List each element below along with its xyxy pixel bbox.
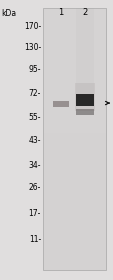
Bar [43,48,105,54]
Text: 72-: 72- [28,89,41,98]
Bar [43,146,105,152]
Bar [43,159,105,165]
Bar [43,8,105,15]
Bar [74,83,94,111]
Bar [43,165,105,172]
Text: 11-: 11- [29,235,41,244]
Bar [43,264,105,270]
Bar [75,94,93,106]
Bar [43,107,105,113]
Bar [43,41,105,48]
Bar [53,101,68,107]
Bar [43,126,105,133]
Bar [43,8,105,270]
Bar [43,179,105,185]
Bar [43,113,105,120]
Bar [43,22,105,28]
Bar [75,109,93,115]
Bar [43,152,105,159]
Text: 43-: 43- [28,136,41,145]
Bar [43,218,105,224]
Bar [43,120,105,126]
Bar [43,67,105,74]
Text: 34-: 34- [28,161,41,170]
Text: 2: 2 [82,8,87,17]
Bar [43,257,105,264]
Bar [43,231,105,237]
Bar [43,87,105,94]
Bar [43,133,105,139]
Bar [43,100,105,107]
Bar [43,198,105,205]
Bar [43,80,105,87]
Bar [43,237,105,244]
Bar [43,28,105,34]
Text: 170-: 170- [24,22,41,31]
Bar [43,34,105,41]
Bar [43,244,105,251]
Bar [43,61,105,67]
Bar [43,185,105,192]
Text: kDa: kDa [1,9,16,18]
Bar [43,172,105,179]
Bar [75,8,93,98]
Text: 26-: 26- [28,183,41,192]
Text: 17-: 17- [28,209,41,218]
Bar [43,205,105,211]
Bar [43,54,105,61]
Text: 130-: 130- [24,43,41,52]
Bar [43,224,105,231]
Bar [43,74,105,80]
Bar [43,15,105,22]
Text: 55-: 55- [28,113,41,122]
Text: 1: 1 [58,8,63,17]
Bar [43,251,105,257]
Bar [43,139,105,146]
Bar [43,211,105,218]
Text: 95-: 95- [28,65,41,74]
Bar [43,192,105,198]
Bar [43,94,105,100]
